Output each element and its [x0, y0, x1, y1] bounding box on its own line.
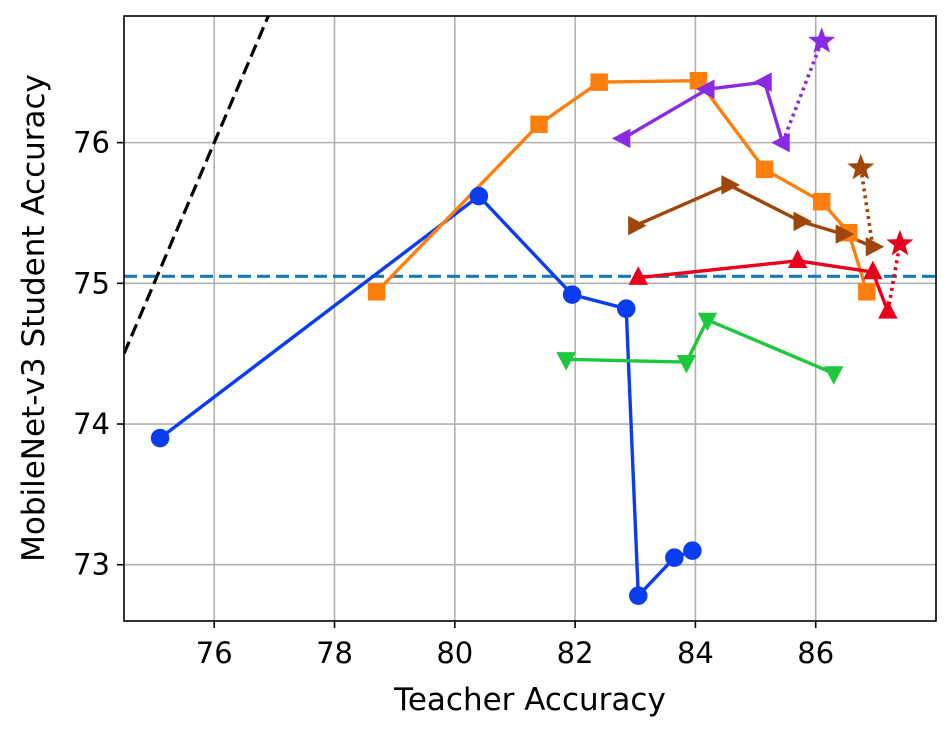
triangle-down-marker: [824, 366, 844, 385]
square-marker: [755, 160, 774, 179]
x-tick-label: 76: [196, 636, 233, 670]
grid: [124, 16, 936, 621]
y-axis-label: MobileNet-v3 Student Accuracy: [16, 74, 52, 562]
triangle-left-marker: [611, 128, 631, 149]
square-marker: [858, 283, 876, 301]
triangle-right-marker: [628, 215, 647, 236]
triangle-right-marker: [835, 224, 855, 244]
triangle-left-marker: [753, 72, 772, 92]
triangle-up-marker: [628, 266, 649, 285]
reference-lines: [124, 16, 936, 355]
circle-marker: [683, 541, 702, 560]
series-6-line: [638, 259, 890, 313]
y-tick-label: 76: [73, 126, 110, 160]
y-tick-label: 75: [73, 266, 110, 300]
star-marker: [886, 229, 914, 256]
series-8-line: [566, 318, 835, 375]
triangle-up-marker: [863, 260, 883, 280]
x-tick-label: 86: [797, 636, 834, 670]
triangle-up-marker: [878, 300, 898, 319]
x-tick-label: 78: [316, 636, 353, 670]
x-tick-label: 82: [557, 636, 594, 670]
series-markers: [150, 27, 914, 605]
circle-marker: [469, 186, 489, 206]
y-tick-label: 73: [73, 548, 110, 582]
triangle-down-marker: [676, 354, 697, 374]
circle-marker: [629, 586, 648, 605]
square-marker: [530, 115, 548, 134]
identity-dashed-line: [124, 16, 271, 355]
triangle-down-marker: [697, 312, 718, 332]
square-marker: [590, 73, 608, 91]
circle-marker: [665, 548, 684, 567]
triangle-left-marker: [696, 79, 715, 99]
series-2-line: [622, 80, 785, 144]
x-tick-label: 84: [677, 636, 714, 670]
circle-marker: [616, 299, 636, 318]
plot-frame: [123, 15, 937, 622]
y-tick-label: 74: [73, 407, 110, 441]
triangle-right-marker: [865, 237, 885, 257]
triangle-right-marker: [793, 211, 813, 232]
star-marker: [808, 27, 836, 53]
circle-marker: [150, 428, 170, 448]
square-marker: [812, 192, 831, 211]
triangle-up-marker: [787, 249, 808, 268]
series-7-line: [886, 243, 902, 312]
triangle-right-marker: [721, 175, 740, 195]
star-marker: [847, 153, 875, 180]
triangle-down-marker: [556, 352, 576, 371]
plot-background: [124, 16, 936, 621]
x-tick-label: 80: [436, 636, 473, 670]
ticks: 76 78 80 82 84 86 73 74 75 76: [73, 126, 834, 670]
circle-marker: [562, 285, 582, 304]
x-axis-label: Teacher Accuracy: [393, 682, 666, 718]
triangle-left-marker: [771, 132, 790, 153]
square-marker: [367, 283, 386, 301]
